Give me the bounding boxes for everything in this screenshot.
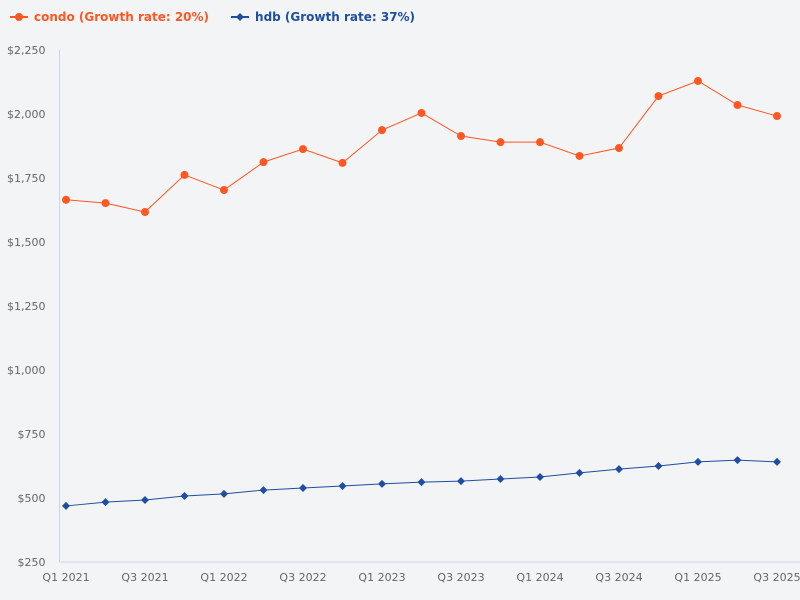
x-tick-label: Q1 2022 [200, 571, 247, 584]
x-tick-label: Q1 2023 [358, 571, 405, 584]
data-point-hdb [141, 496, 149, 505]
y-tick-label: $2,250 [7, 44, 46, 57]
data-point-hdb [615, 465, 623, 474]
data-point-condo [259, 158, 268, 167]
y-tick-label: $1,250 [7, 300, 46, 313]
data-point-hdb [733, 456, 742, 465]
data-point-condo [417, 108, 426, 117]
data-point-hdb [417, 478, 426, 487]
data-point-condo [378, 126, 386, 135]
data-point-hdb [773, 457, 781, 466]
data-point-hdb [220, 489, 228, 498]
y-tick-label: $1,500 [7, 236, 46, 249]
data-point-hdb [62, 501, 70, 510]
x-tick-label: Q3 2024 [595, 571, 642, 584]
x-tick-label: Q3 2023 [437, 571, 484, 584]
x-tick-label: Q3 2021 [121, 571, 168, 584]
data-point-hdb [575, 468, 584, 477]
data-point-hdb [378, 479, 386, 488]
data-point-hdb [654, 462, 663, 470]
diamond-marker-icon [231, 13, 250, 21]
y-tick-label: $2,000 [7, 108, 46, 121]
legend-item-condo[interactable]: condo (Growth rate: 20%) [10, 10, 209, 24]
data-point-condo [773, 112, 781, 121]
series-line-condo [65, 80, 778, 213]
data-point-condo [733, 101, 742, 110]
data-point-condo [575, 151, 584, 160]
legend-label: condo (Growth rate: 20%) [34, 10, 210, 24]
legend: condo (Growth rate: 20%) hdb (Growth rat… [10, 10, 415, 24]
data-point-condo [457, 132, 465, 141]
legend-item-hdb[interactable]: hdb (Growth rate: 37%) [231, 10, 415, 24]
data-point-hdb [101, 498, 110, 507]
y-tick-label: $750 [18, 428, 46, 441]
data-point-hdb [180, 491, 189, 500]
data-point-condo [220, 186, 228, 195]
data-point-hdb [338, 481, 347, 490]
data-point-condo [694, 76, 702, 85]
x-tick-label: Q1 2024 [516, 571, 563, 584]
y-tick-label: $500 [18, 492, 46, 505]
data-point-condo [615, 144, 623, 153]
data-point-hdb [694, 457, 702, 466]
y-tick-label: $1,750 [7, 172, 46, 185]
data-point-condo [180, 170, 189, 179]
x-tick-label: Q3 2022 [279, 571, 326, 584]
data-point-hdb [259, 486, 268, 495]
y-tick-label: $250 [18, 556, 46, 569]
data-point-condo [141, 208, 149, 217]
data-point-condo [654, 92, 663, 101]
x-tick-label: Q1 2025 [674, 571, 721, 584]
data-point-condo [101, 199, 110, 208]
data-point-condo [496, 138, 505, 147]
data-point-condo [338, 158, 347, 167]
legend-label: hdb (Growth rate: 37%) [255, 10, 416, 24]
data-point-condo [62, 195, 70, 204]
data-point-hdb [496, 475, 505, 484]
y-tick-label: $1,000 [7, 364, 46, 377]
data-point-condo [536, 138, 544, 147]
circle-marker-icon [10, 13, 28, 21]
data-point-hdb [457, 477, 465, 486]
data-point-condo [299, 145, 307, 154]
data-point-hdb [536, 473, 544, 482]
x-tick-label: Q1 2021 [42, 571, 89, 584]
data-point-hdb [299, 484, 307, 493]
x-tick-label: Q3 2025 [753, 571, 800, 584]
